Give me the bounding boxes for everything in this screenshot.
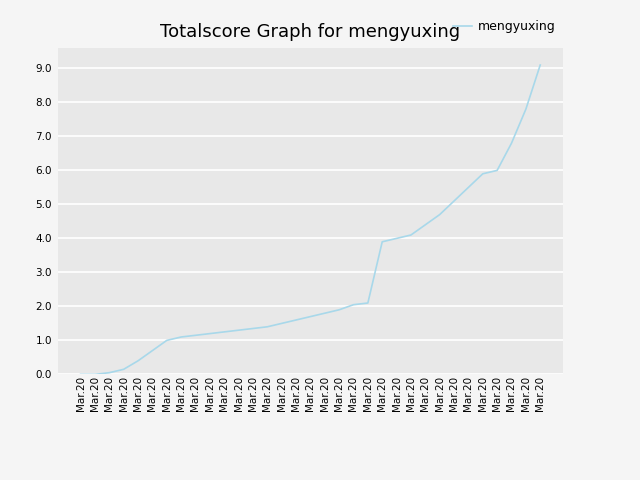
mengyuxing xyxy=(422,222,429,228)
Legend: mengyuxing: mengyuxing xyxy=(448,15,561,38)
Line: mengyuxing: mengyuxing xyxy=(81,65,540,374)
mengyuxing xyxy=(378,239,386,245)
mengyuxing xyxy=(264,324,271,330)
mengyuxing xyxy=(206,331,214,336)
mengyuxing xyxy=(235,327,243,333)
mengyuxing xyxy=(321,310,328,316)
mengyuxing xyxy=(292,317,300,323)
mengyuxing xyxy=(120,366,127,372)
mengyuxing xyxy=(522,107,530,112)
mengyuxing xyxy=(177,334,185,340)
mengyuxing xyxy=(106,370,113,375)
mengyuxing xyxy=(278,321,285,326)
mengyuxing xyxy=(465,184,472,190)
mengyuxing xyxy=(134,358,142,364)
mengyuxing xyxy=(407,232,415,238)
mengyuxing xyxy=(349,302,357,308)
mengyuxing xyxy=(307,314,314,320)
mengyuxing xyxy=(493,168,501,173)
mengyuxing xyxy=(77,372,84,377)
mengyuxing xyxy=(191,333,199,338)
mengyuxing xyxy=(393,236,401,241)
mengyuxing xyxy=(220,329,228,335)
mengyuxing xyxy=(536,62,544,68)
mengyuxing xyxy=(450,198,458,204)
mengyuxing xyxy=(148,348,156,353)
mengyuxing xyxy=(479,171,486,177)
mengyuxing xyxy=(335,307,343,312)
mengyuxing xyxy=(508,140,515,146)
mengyuxing xyxy=(249,325,257,331)
mengyuxing xyxy=(364,300,372,306)
mengyuxing xyxy=(436,212,444,217)
mengyuxing xyxy=(91,372,99,377)
mengyuxing xyxy=(163,337,171,343)
Title: Totalscore Graph for mengyuxing: Totalscore Graph for mengyuxing xyxy=(161,23,460,41)
